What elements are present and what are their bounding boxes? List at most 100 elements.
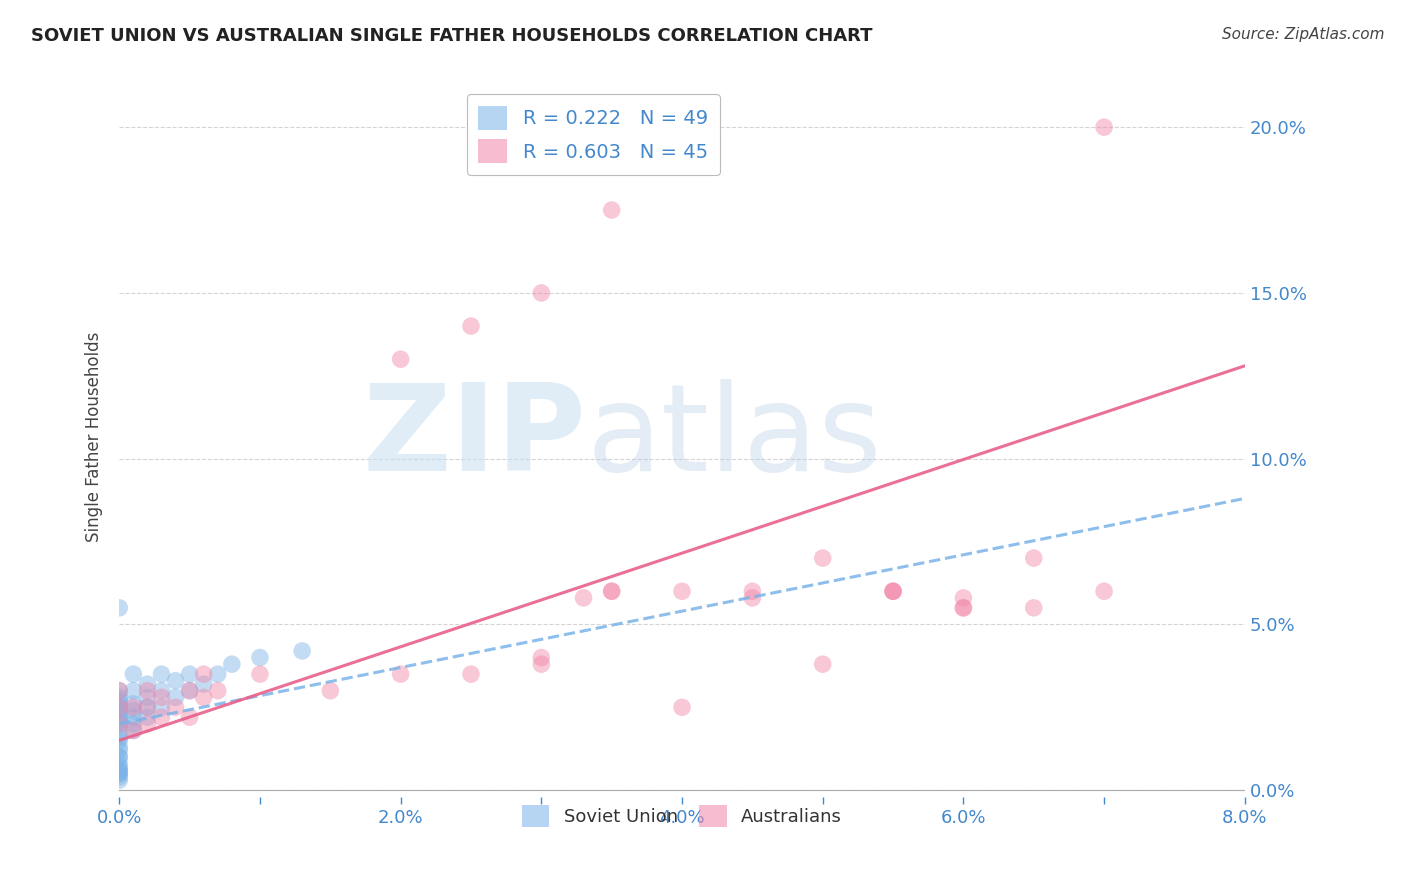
Point xyxy=(136,690,159,705)
Point xyxy=(108,716,131,731)
Point xyxy=(1022,600,1045,615)
Legend: Soviet Union, Australians: Soviet Union, Australians xyxy=(515,798,849,835)
Point xyxy=(193,690,215,705)
Point xyxy=(108,683,131,698)
Text: ZIP: ZIP xyxy=(363,378,586,496)
Point xyxy=(671,584,693,599)
Point xyxy=(108,600,131,615)
Point xyxy=(108,740,131,755)
Point xyxy=(122,700,145,714)
Point xyxy=(136,700,159,714)
Point xyxy=(460,319,482,334)
Point xyxy=(122,683,145,698)
Point xyxy=(1092,584,1115,599)
Point xyxy=(150,700,173,714)
Point xyxy=(389,667,412,681)
Point xyxy=(952,600,974,615)
Point xyxy=(179,667,201,681)
Point xyxy=(108,716,131,731)
Point xyxy=(108,700,131,714)
Point xyxy=(179,710,201,724)
Point xyxy=(136,683,159,698)
Point xyxy=(671,700,693,714)
Point xyxy=(108,693,131,707)
Point xyxy=(193,667,215,681)
Point xyxy=(108,704,131,718)
Point xyxy=(179,683,201,698)
Point xyxy=(530,657,553,672)
Point xyxy=(108,700,131,714)
Point xyxy=(136,677,159,691)
Text: SOVIET UNION VS AUSTRALIAN SINGLE FATHER HOUSEHOLDS CORRELATION CHART: SOVIET UNION VS AUSTRALIAN SINGLE FATHER… xyxy=(31,27,873,45)
Point xyxy=(207,683,229,698)
Point xyxy=(165,690,187,705)
Point xyxy=(108,766,131,780)
Point xyxy=(741,584,763,599)
Point xyxy=(291,644,314,658)
Point xyxy=(108,710,131,724)
Point xyxy=(179,683,201,698)
Point xyxy=(108,743,131,757)
Point xyxy=(221,657,243,672)
Point xyxy=(600,584,623,599)
Point xyxy=(249,667,271,681)
Text: atlas: atlas xyxy=(586,378,882,496)
Point xyxy=(108,706,131,721)
Point xyxy=(150,690,173,705)
Point xyxy=(108,697,131,711)
Point xyxy=(122,697,145,711)
Point xyxy=(108,750,131,764)
Point xyxy=(207,667,229,681)
Point xyxy=(108,750,131,764)
Point xyxy=(108,723,131,738)
Point xyxy=(460,667,482,681)
Point xyxy=(882,584,904,599)
Point xyxy=(741,591,763,605)
Point xyxy=(193,677,215,691)
Point xyxy=(530,650,553,665)
Point xyxy=(530,285,553,300)
Text: Source: ZipAtlas.com: Source: ZipAtlas.com xyxy=(1222,27,1385,42)
Point xyxy=(108,764,131,778)
Point xyxy=(811,657,834,672)
Point xyxy=(600,202,623,217)
Point xyxy=(136,716,159,731)
Point xyxy=(150,667,173,681)
Point xyxy=(108,766,131,780)
Point xyxy=(882,584,904,599)
Point xyxy=(108,683,131,698)
Point xyxy=(319,683,342,698)
Point xyxy=(600,584,623,599)
Point xyxy=(150,710,173,724)
Point xyxy=(108,756,131,771)
Point xyxy=(108,730,131,744)
Point xyxy=(108,773,131,788)
Point xyxy=(108,770,131,784)
Point xyxy=(249,650,271,665)
Point xyxy=(108,764,131,778)
Point xyxy=(108,733,131,747)
Point xyxy=(165,673,187,688)
Point xyxy=(389,352,412,367)
Point xyxy=(150,683,173,698)
Point xyxy=(122,667,145,681)
Point xyxy=(165,700,187,714)
Point xyxy=(122,704,145,718)
Point xyxy=(136,700,159,714)
Y-axis label: Single Father Households: Single Father Households xyxy=(86,332,103,542)
Point xyxy=(952,591,974,605)
Point xyxy=(952,600,974,615)
Point xyxy=(811,551,834,566)
Point xyxy=(136,710,159,724)
Point xyxy=(108,760,131,774)
Point xyxy=(122,723,145,738)
Point xyxy=(122,716,145,731)
Point xyxy=(1092,120,1115,135)
Point xyxy=(572,591,595,605)
Point xyxy=(1022,551,1045,566)
Point xyxy=(122,710,145,724)
Point xyxy=(882,584,904,599)
Point xyxy=(108,714,131,728)
Point xyxy=(108,690,131,705)
Point xyxy=(122,723,145,738)
